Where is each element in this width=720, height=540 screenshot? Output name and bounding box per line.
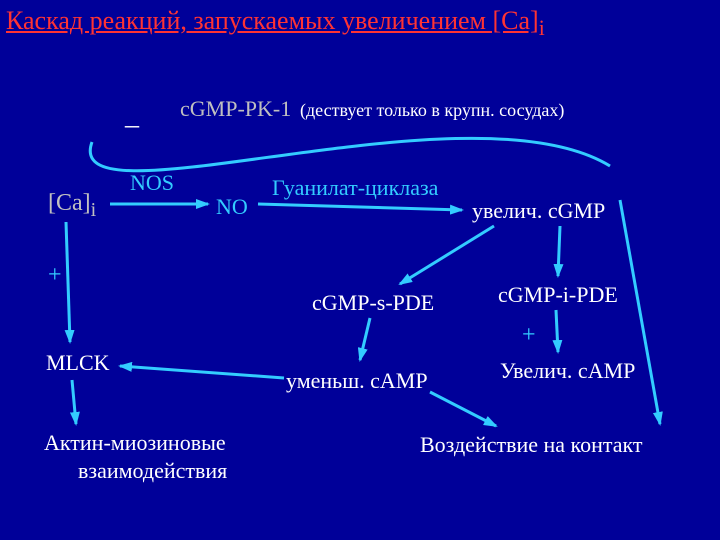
node-cgmp_pk1_note: (дествует только в крупн. сосудах) [300, 100, 564, 121]
node-ca-text: [Ca] [48, 190, 91, 216]
node-nos: NOS [130, 170, 174, 196]
arrow-ca-to-mlck [66, 222, 70, 342]
arrow-cgmp-to-ipde [558, 226, 560, 276]
node-dec_camp: уменьш. сAMP [286, 368, 428, 394]
node-plus2: + [522, 322, 536, 349]
node-contact: Воздействие на контакт [420, 432, 643, 458]
diagram-title: Каскад реакций, запускаемых увеличением … [6, 6, 545, 41]
node-cgmp_i_pde: cGMP-i-PDE [498, 282, 618, 308]
node-minus: _ [125, 100, 139, 132]
node-inc_cgmp: увелич. сGMP [472, 198, 605, 224]
node-ca-sub: i [91, 199, 97, 221]
arrow-deccamp-to-mlck [120, 366, 284, 378]
node-gc: Гуанилат-циклаза [272, 175, 438, 201]
diagram-stage: Каскад реакций, запускаемых увеличением … [0, 0, 720, 540]
node-cgmp_s_pde: cGMP-s-PDE [312, 290, 434, 316]
title-text: Каскад реакций, запускаемых увеличением … [6, 6, 539, 35]
node-no: NO [216, 194, 248, 220]
title-sub: i [539, 16, 545, 40]
curve-tail-pk1-feedback-curve [620, 200, 660, 424]
node-inc_camp: Увелич. сAMP [500, 358, 635, 384]
node-actin1: Актин-миозиновые [44, 430, 226, 456]
node-mlck: MLCK [46, 350, 110, 376]
arrow-deccamp-to-contact [430, 392, 496, 426]
arrow-no-to-cgmp [258, 204, 462, 210]
arrow-mlck-to-actin [72, 380, 76, 424]
node-plus1: + [48, 262, 62, 289]
arrow-spde-to-deccamp [360, 318, 370, 360]
node-ca: [Ca]i [48, 190, 96, 222]
arrow-cgmp-to-spde [400, 226, 494, 284]
node-actin2: взаимодействия [78, 458, 227, 484]
node-cgmp_pk1: cGMP-PK-1 [180, 96, 291, 122]
curve-pk1-feedback-curve [90, 138, 610, 170]
arrow-ipde-to-inccamp [556, 310, 558, 352]
